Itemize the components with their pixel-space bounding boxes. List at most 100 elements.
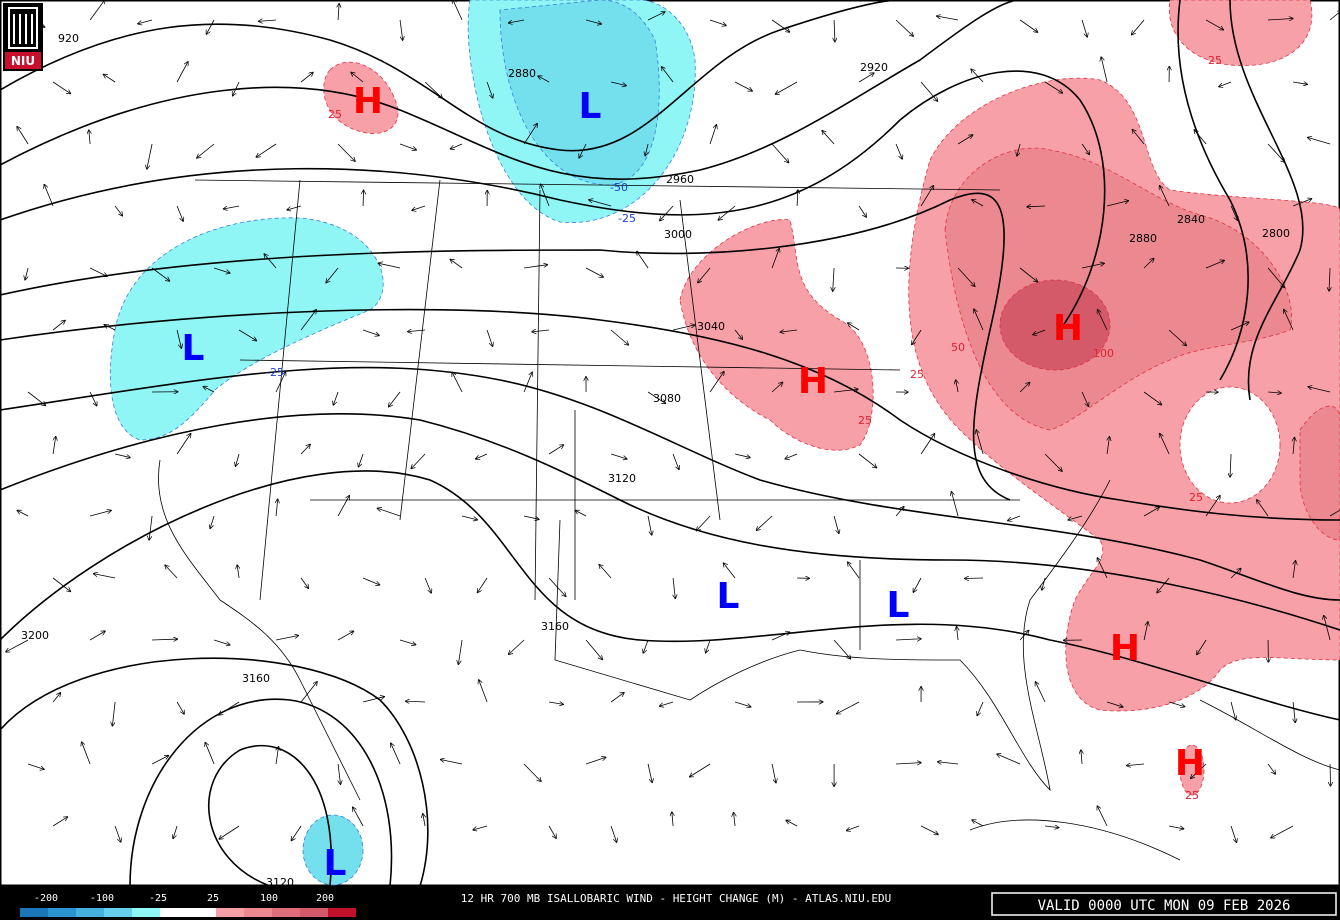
wind-arrow — [1329, 509, 1340, 517]
legend-label: 100 — [260, 893, 278, 904]
wind-arrow — [610, 692, 624, 703]
wind-arrow — [610, 453, 627, 459]
wind-arrow — [412, 205, 426, 210]
wind-arrow — [977, 701, 984, 716]
wind-arrow — [585, 19, 601, 24]
wind-arrow — [976, 430, 984, 455]
wind-arrow — [1267, 763, 1275, 774]
wind-arrow — [647, 763, 652, 783]
wind-arrow — [895, 507, 904, 517]
wind-arrow — [997, 754, 1021, 765]
wind-arrow — [424, 81, 442, 98]
wind-arrow — [896, 763, 921, 764]
wind-arrow — [1293, 560, 1295, 579]
contour-label: 920 — [58, 32, 79, 45]
wind-arrow — [300, 310, 316, 331]
wind-arrow — [523, 763, 541, 781]
wind-arrow — [1308, 387, 1331, 393]
wind-arrow — [524, 265, 548, 269]
wind-arrow — [461, 515, 477, 520]
wind-arrow — [25, 267, 29, 280]
wind-arrow — [833, 639, 851, 659]
low-center: L — [182, 328, 205, 369]
wind-arrow — [450, 143, 463, 149]
wind-arrow — [913, 577, 922, 592]
contour-label: 2800 — [1262, 227, 1290, 240]
wind-arrow — [450, 259, 463, 269]
wind-arrow — [287, 205, 302, 210]
wind-arrow — [771, 632, 790, 641]
wind-arrow — [1081, 750, 1082, 765]
wind-arrow — [1205, 260, 1224, 269]
wind-arrow — [337, 496, 349, 517]
high-center: H — [798, 361, 828, 402]
wind-arrow — [337, 143, 355, 161]
wind-arrow — [114, 825, 121, 842]
wind-arrow — [974, 309, 984, 331]
wind-arrow — [610, 81, 626, 86]
wind-arrow — [647, 12, 665, 21]
wind-arrows — [6, 0, 1340, 843]
contour-label: 2880 — [508, 67, 536, 80]
wind-arrow — [585, 267, 603, 277]
wind-arrow — [1068, 515, 1083, 520]
wind-arrow — [972, 820, 984, 827]
wind-arrow — [645, 143, 648, 156]
wind-arrow — [672, 453, 679, 470]
wind-arrow — [82, 742, 91, 765]
wind-arrow — [1160, 433, 1170, 455]
wind-arrow — [233, 81, 240, 96]
wind-arrow — [771, 248, 779, 269]
wind-arrow — [771, 382, 783, 393]
wind-arrow — [834, 19, 835, 42]
logo: NIU — [3, 3, 43, 71]
wind-arrow — [275, 636, 299, 641]
wind-arrow — [424, 577, 431, 593]
wind-arrow — [643, 639, 649, 653]
wind-arrow — [1308, 137, 1331, 145]
wind-arrow — [833, 515, 839, 534]
wind-arrow — [1019, 19, 1038, 32]
wind-arrow — [411, 453, 426, 469]
wind-arrow — [173, 825, 178, 839]
wind-arrow — [672, 325, 695, 331]
wind-arrow — [780, 330, 798, 332]
wind-arrow — [1081, 391, 1089, 407]
wind-arrow — [203, 386, 215, 393]
wind-arrow — [300, 444, 310, 455]
wind-arrow — [660, 205, 674, 221]
wind-arrow — [672, 812, 673, 827]
wind-arrow — [690, 763, 711, 777]
wind-arrow — [659, 701, 674, 706]
wind-arrow — [786, 820, 798, 827]
wind-arrow — [1132, 129, 1145, 145]
legend-label: 25 — [207, 893, 219, 904]
wind-arrow — [362, 697, 384, 703]
wind-arrow — [1033, 329, 1046, 335]
wind-arrow — [965, 578, 984, 579]
wind-arrow — [523, 372, 532, 393]
wind-arrow — [473, 825, 488, 830]
wind-arrow — [920, 825, 938, 835]
wind-arrow — [610, 825, 617, 842]
wind-arrow — [938, 762, 959, 764]
wind-arrow — [358, 453, 364, 467]
wind-arrow — [176, 433, 191, 455]
wind-arrow — [1219, 81, 1232, 87]
wind-arrow — [326, 267, 339, 283]
wind-arrow — [378, 263, 401, 269]
wind-arrow — [858, 205, 866, 217]
wind-arrow — [1019, 630, 1029, 641]
wind-arrow — [508, 19, 525, 23]
wind-arrow — [523, 123, 537, 145]
wind-arrow — [1035, 682, 1046, 703]
wind-arrow — [1257, 500, 1269, 517]
wind-arrow — [176, 205, 183, 221]
wind-arrow — [858, 453, 877, 468]
wind-arrow — [213, 639, 230, 645]
wind-arrow — [771, 19, 790, 32]
wind-arrow — [114, 453, 130, 458]
wind-arrow — [956, 626, 958, 641]
wind-arrow — [52, 693, 61, 703]
footer-title: 12 HR 700 MB ISALLOBARIC WIND - HEIGHT C… — [461, 892, 891, 905]
